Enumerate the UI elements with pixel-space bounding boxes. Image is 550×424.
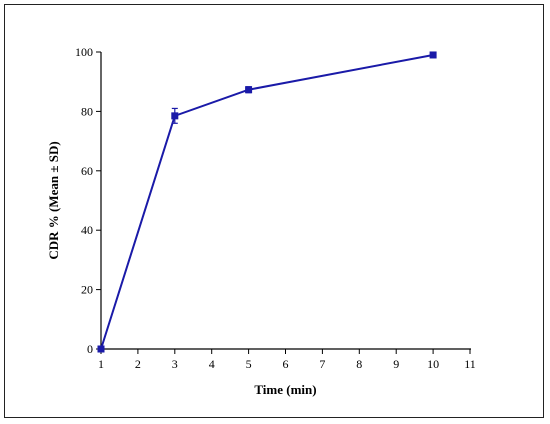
x-tick-label-9: 9	[393, 357, 399, 371]
x-tick-label-6: 6	[283, 357, 289, 371]
y-tick-label-100: 100	[75, 45, 93, 59]
y-tick-label-20: 20	[81, 283, 93, 297]
x-tick-label-5: 5	[246, 357, 252, 371]
y-tick-label-80: 80	[81, 104, 93, 118]
data-point-3	[171, 112, 179, 120]
x-axis-label: Time (min)	[254, 382, 316, 397]
axes	[100, 52, 471, 350]
x-tick-label-11: 11	[464, 357, 476, 371]
y-tick-label-60: 60	[81, 164, 93, 178]
data-point-1	[97, 345, 105, 353]
x-tick-label-10: 10	[427, 357, 439, 371]
series-group	[97, 51, 437, 353]
y-tick-label-0: 0	[87, 342, 93, 356]
data-point-5	[245, 86, 253, 94]
tick-marks	[96, 51, 471, 354]
x-tick-label-4: 4	[209, 357, 215, 371]
x-tick-label-8: 8	[356, 357, 362, 371]
tick-labels: 1 2 3 4 5 6 7 8 9 10 11 0 20 40 60 80 100	[75, 45, 476, 371]
y-axis-label: CDR % (Mean ± SD)	[46, 141, 61, 259]
x-tick-label-7: 7	[319, 357, 325, 371]
data-point-10	[429, 51, 437, 59]
x-tick-label-3: 3	[172, 357, 178, 371]
series-line	[100, 53, 434, 350]
x-tick-label-2: 2	[135, 357, 141, 371]
y-tick-label-40: 40	[81, 223, 93, 237]
x-tick-label-1: 1	[98, 357, 104, 371]
